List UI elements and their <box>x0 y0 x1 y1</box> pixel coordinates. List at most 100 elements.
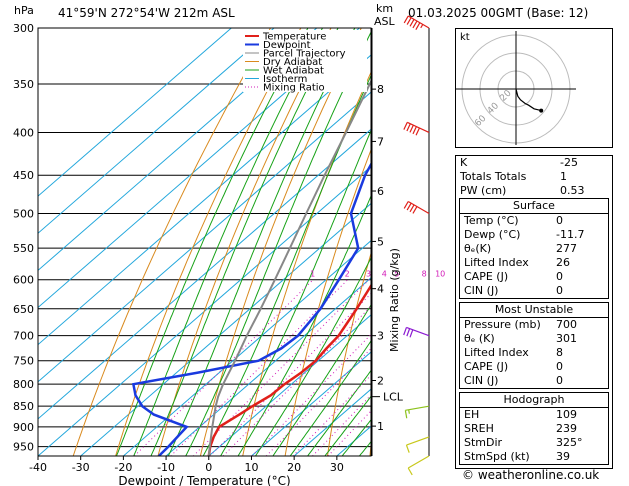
wind-barb-flag <box>409 329 414 338</box>
legend-box <box>243 30 367 92</box>
km-tick-label: 2 <box>377 375 384 388</box>
wind-barb-flag <box>403 327 408 336</box>
isotherm-line <box>251 351 371 456</box>
pressure-tick-label: 650 <box>13 303 34 316</box>
dry-adiabat-line <box>284 148 371 456</box>
wind-barb-staff <box>407 455 430 469</box>
wind-barb-staff <box>406 436 430 446</box>
mixing-ratio-axis-label: Mixing Ratio (g/kg) <box>388 248 401 352</box>
km-tick-label: 3 <box>377 330 384 343</box>
most-unstable-section: Most Unstable Pressure (mb) 700 θₑ (K) 301 L… <box>459 302 609 389</box>
most-unstable-row: Pressure (mb) 700 <box>460 318 608 332</box>
mixing-ratio-label: 8 <box>422 270 427 279</box>
isotherm-line <box>38 28 232 197</box>
km-tick-label: 6 <box>377 185 384 198</box>
pressure-tick-label: 900 <box>13 421 34 434</box>
mixing-ratio-line <box>192 279 370 456</box>
hodograph-trace <box>515 88 542 112</box>
hodograph-ring-label: 20 <box>498 88 513 103</box>
plot-area <box>38 28 629 456</box>
x-tick-label: -10 <box>157 461 175 474</box>
most-unstable-row: Lifted Index 8 <box>460 346 608 360</box>
dry-adiabat-line <box>115 28 302 456</box>
wind-barb-staff <box>407 200 430 215</box>
asl-unit-label: ASL <box>374 15 396 28</box>
index-row: Totals Totals 1 <box>456 170 612 184</box>
mixing-ratio-line <box>292 374 371 456</box>
surface-title: Surface <box>460 199 608 214</box>
hodograph-stat-row: StmSpd (kt) 39 <box>460 450 608 464</box>
most-unstable-row: θₑ (K) 301 <box>460 332 608 346</box>
hodograph-stat-label: SREH <box>464 422 494 435</box>
wet-adiabat-line <box>324 395 371 456</box>
surface-value: 26 <box>556 256 570 269</box>
legend-label: Isotherm <box>263 74 307 85</box>
km-tick-label: 5 <box>377 235 384 248</box>
indices-section: K -25 Totals Totals 1 PW (cm) 0.53 <box>456 156 612 198</box>
mixing-ratio-line <box>209 292 371 456</box>
wind-barb-flag <box>406 328 411 337</box>
hodograph-stat-label: StmDir <box>464 436 503 449</box>
surface-row: Temp (°C) 0 <box>460 214 608 228</box>
wet-adiabat-line <box>272 303 371 456</box>
wind-barb-staff <box>406 326 430 337</box>
isotherm-line <box>208 314 371 456</box>
pressure-tick-label: 500 <box>13 207 34 220</box>
surface-label: CIN (J) <box>464 284 499 297</box>
most-unstable-value: 0 <box>556 374 563 387</box>
temperature-line <box>207 283 371 456</box>
wind-barb-flag <box>403 201 409 209</box>
dry-adiabat-line <box>327 251 371 456</box>
index-value: 1 <box>560 170 567 183</box>
x-tick-label: 0 <box>205 461 212 474</box>
surface-label: Lifted Index <box>464 256 529 269</box>
wind-barb <box>403 121 430 136</box>
isotherm-line <box>38 165 371 456</box>
surface-value: 277 <box>556 242 577 255</box>
hodograph-panel: 20 40 60 kt <box>455 28 613 148</box>
wind-barb-flag <box>403 122 408 130</box>
dry-adiabat-line <box>619 28 629 456</box>
wind-barb <box>403 15 430 30</box>
surface-value: 0 <box>556 284 563 297</box>
most-unstable-label: Lifted Index <box>464 346 529 359</box>
mixing-ratio-label: 3 <box>366 270 371 279</box>
pressure-tick-label: 350 <box>13 78 34 91</box>
most-unstable-label: θₑ (K) <box>464 332 495 345</box>
wind-barb-flag <box>412 126 417 135</box>
surface-row: Dewp (°C) -11.7 <box>460 228 608 242</box>
index-value: 0.53 <box>560 184 585 197</box>
lcl-label: LCL <box>383 391 404 404</box>
wet-adiabat-line <box>220 129 371 456</box>
wind-barb-staff <box>405 405 430 411</box>
pressure-tick-label: 750 <box>13 355 34 368</box>
wind-barb-staff <box>406 121 430 134</box>
isotherm-line <box>38 28 360 309</box>
x-axis-label: Dewpoint / Temperature (°C) <box>118 474 290 486</box>
pressure-tick-label: 550 <box>13 242 34 255</box>
dry-adiabat-line <box>72 28 271 456</box>
wind-barb-flag <box>409 204 415 213</box>
wind-barb-flag <box>415 22 421 30</box>
wind-barb-flag <box>404 410 408 419</box>
index-value: -25 <box>560 156 578 169</box>
hodograph-unit-label: kt <box>460 32 470 43</box>
plot-frame <box>37 27 372 457</box>
legend-label: Parcel Trajectory <box>263 49 346 60</box>
wind-barb-flag <box>406 202 412 211</box>
wind-barb-flag <box>406 17 412 25</box>
wind-barb-staff <box>407 15 430 29</box>
pressure-tick-label: 400 <box>13 126 34 139</box>
hodograph-stat-row: EH 109 <box>460 408 608 422</box>
surface-label: θₑ(K) <box>464 242 492 255</box>
km-tick-label: 8 <box>377 83 384 96</box>
most-unstable-title: Most Unstable <box>460 303 608 318</box>
mixing-ratio-label: 4 <box>382 270 387 279</box>
legend-label: Temperature <box>262 32 326 43</box>
pressure-tick-label: 700 <box>13 330 34 343</box>
surface-row: Lifted Index 26 <box>460 256 608 270</box>
mixing-ratio-label: 2 <box>345 270 350 279</box>
parcel-trajectory-line <box>207 79 371 456</box>
dry-adiabat-line <box>157 28 332 456</box>
